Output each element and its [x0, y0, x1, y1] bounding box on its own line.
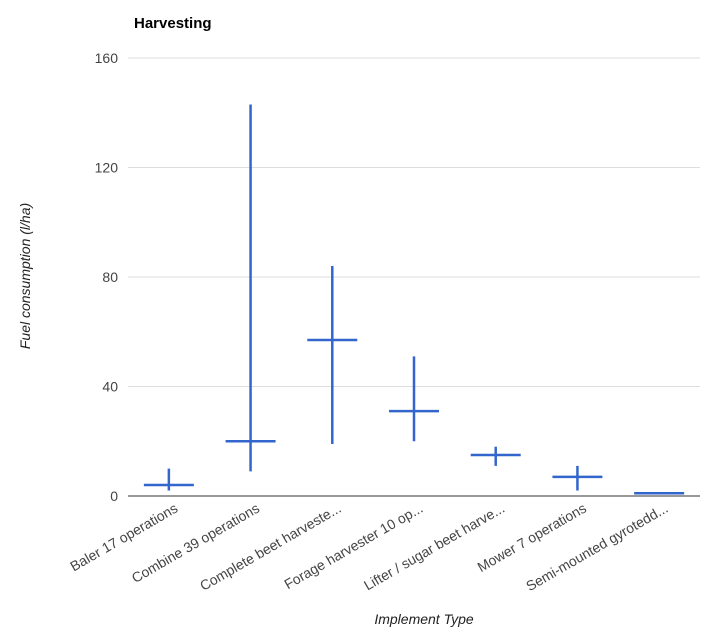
x-tick-label: Forage harvester 10 op...: [281, 500, 425, 592]
x-tick-label: Semi-mounted gyrotedd...: [523, 500, 671, 594]
y-axis-label: Fuel consumption (l/ha): [17, 203, 33, 349]
x-tick-label: Complete beet harveste...: [197, 500, 344, 594]
y-tick-label: 0: [110, 488, 118, 504]
grid: [128, 57, 700, 497]
y-tick-label: 40: [102, 379, 118, 395]
chart-title: Harvesting: [134, 15, 212, 32]
x-tick-label: Lifter / sugar beet harve...: [361, 500, 507, 594]
y-tick-labels: 0 40 80 120 160: [95, 50, 119, 504]
y-tick-label: 120: [95, 160, 119, 176]
y-tick-label: 80: [102, 269, 118, 285]
data-marks: [143, 104, 685, 495]
y-tick-label: 160: [95, 50, 119, 66]
x-axis-label: Implement Type: [374, 611, 474, 627]
